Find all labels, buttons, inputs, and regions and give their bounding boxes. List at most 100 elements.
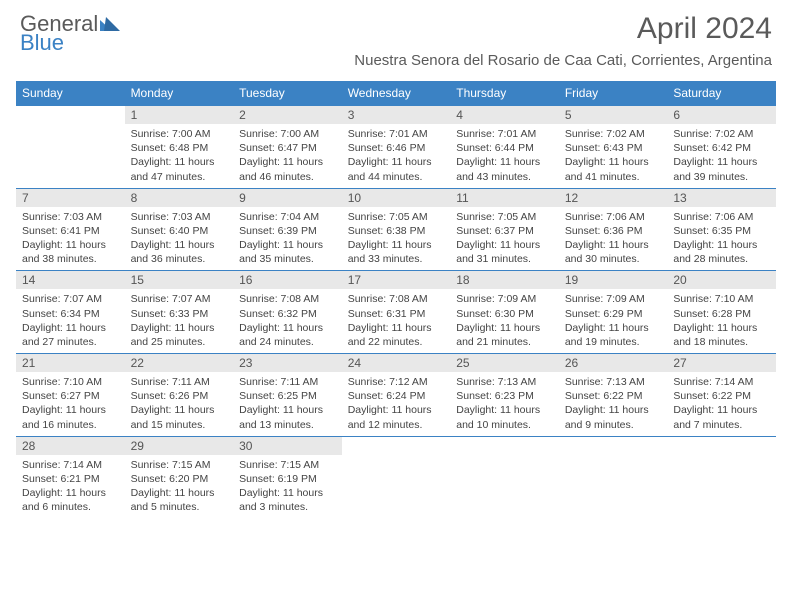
sunrise-line: Sunrise: 7:10 AM (673, 292, 770, 306)
day-cell: Sunrise: 7:02 AMSunset: 6:42 PMDaylight:… (667, 124, 776, 188)
sunset-line: Sunset: 6:47 PM (239, 141, 336, 155)
day-details: Sunrise: 7:15 AMSunset: 6:20 PMDaylight:… (125, 455, 234, 519)
day-cell: Sunrise: 7:12 AMSunset: 6:24 PMDaylight:… (342, 372, 451, 436)
sunset-line: Sunset: 6:24 PM (348, 389, 445, 403)
day-number-cell: 12 (559, 188, 668, 207)
day-details: Sunrise: 7:14 AMSunset: 6:21 PMDaylight:… (16, 455, 125, 519)
sunrise-line: Sunrise: 7:03 AM (22, 210, 119, 224)
daylight-line: Daylight: 11 hours and 5 minutes. (131, 486, 228, 514)
sunrise-line: Sunrise: 7:06 AM (565, 210, 662, 224)
day-number-row: 78910111213 (16, 188, 776, 207)
sunset-line: Sunset: 6:23 PM (456, 389, 553, 403)
day-cell: Sunrise: 7:14 AMSunset: 6:21 PMDaylight:… (16, 455, 125, 519)
daylight-line: Daylight: 11 hours and 28 minutes. (673, 238, 770, 266)
day-cell (16, 124, 125, 188)
day-number-cell: 18 (450, 271, 559, 290)
sunrise-line: Sunrise: 7:09 AM (456, 292, 553, 306)
sunrise-line: Sunrise: 7:08 AM (239, 292, 336, 306)
sunset-line: Sunset: 6:22 PM (673, 389, 770, 403)
day-number-cell (342, 436, 451, 455)
sunset-line: Sunset: 6:38 PM (348, 224, 445, 238)
day-cell: Sunrise: 7:00 AMSunset: 6:47 PMDaylight:… (233, 124, 342, 188)
sunset-line: Sunset: 6:35 PM (673, 224, 770, 238)
day-number-cell: 30 (233, 436, 342, 455)
daylight-line: Daylight: 11 hours and 39 minutes. (673, 155, 770, 183)
sunrise-line: Sunrise: 7:15 AM (239, 458, 336, 472)
logo-triangle-icon (100, 12, 122, 35)
day-cell: Sunrise: 7:10 AMSunset: 6:28 PMDaylight:… (667, 289, 776, 353)
day-number-cell: 29 (125, 436, 234, 455)
day-cell: Sunrise: 7:05 AMSunset: 6:37 PMDaylight:… (450, 207, 559, 271)
day-number-cell: 22 (125, 354, 234, 373)
day-cell: Sunrise: 7:06 AMSunset: 6:35 PMDaylight:… (667, 207, 776, 271)
day-details: Sunrise: 7:05 AMSunset: 6:37 PMDaylight:… (450, 207, 559, 271)
daylight-line: Daylight: 11 hours and 31 minutes. (456, 238, 553, 266)
day-details: Sunrise: 7:01 AMSunset: 6:46 PMDaylight:… (342, 124, 451, 188)
sunrise-line: Sunrise: 7:02 AM (565, 127, 662, 141)
daylight-line: Daylight: 11 hours and 38 minutes. (22, 238, 119, 266)
day-number-cell (667, 436, 776, 455)
sunset-line: Sunset: 6:32 PM (239, 307, 336, 321)
day-details: Sunrise: 7:03 AMSunset: 6:40 PMDaylight:… (125, 207, 234, 271)
sunrise-line: Sunrise: 7:08 AM (348, 292, 445, 306)
daylight-line: Daylight: 11 hours and 3 minutes. (239, 486, 336, 514)
day-cell: Sunrise: 7:03 AMSunset: 6:41 PMDaylight:… (16, 207, 125, 271)
sunset-line: Sunset: 6:21 PM (22, 472, 119, 486)
day-cell: Sunrise: 7:14 AMSunset: 6:22 PMDaylight:… (667, 372, 776, 436)
day-number-cell: 26 (559, 354, 668, 373)
sunset-line: Sunset: 6:41 PM (22, 224, 119, 238)
day-number-cell: 9 (233, 188, 342, 207)
day-details: Sunrise: 7:15 AMSunset: 6:19 PMDaylight:… (233, 455, 342, 519)
sunrise-line: Sunrise: 7:05 AM (348, 210, 445, 224)
sunset-line: Sunset: 6:19 PM (239, 472, 336, 486)
sunset-line: Sunset: 6:36 PM (565, 224, 662, 238)
sunrise-line: Sunrise: 7:09 AM (565, 292, 662, 306)
daylight-line: Daylight: 11 hours and 6 minutes. (22, 486, 119, 514)
day-cell: Sunrise: 7:08 AMSunset: 6:32 PMDaylight:… (233, 289, 342, 353)
day-number-row: 123456 (16, 106, 776, 125)
sunset-line: Sunset: 6:44 PM (456, 141, 553, 155)
day-cell: Sunrise: 7:08 AMSunset: 6:31 PMDaylight:… (342, 289, 451, 353)
day-details: Sunrise: 7:12 AMSunset: 6:24 PMDaylight:… (342, 372, 451, 436)
daylight-line: Daylight: 11 hours and 10 minutes. (456, 403, 553, 431)
day-number-cell (16, 106, 125, 125)
sunrise-line: Sunrise: 7:14 AM (22, 458, 119, 472)
sunset-line: Sunset: 6:29 PM (565, 307, 662, 321)
sunrise-line: Sunrise: 7:11 AM (239, 375, 336, 389)
weekday-header: Friday (559, 81, 668, 106)
day-number-cell: 8 (125, 188, 234, 207)
sunrise-line: Sunrise: 7:00 AM (131, 127, 228, 141)
sunset-line: Sunset: 6:39 PM (239, 224, 336, 238)
daylight-line: Daylight: 11 hours and 13 minutes. (239, 403, 336, 431)
calendar-table: SundayMondayTuesdayWednesdayThursdayFrid… (16, 81, 776, 518)
day-number-cell: 2 (233, 106, 342, 125)
logo: GeneralBlue (20, 12, 122, 54)
day-cell (559, 455, 668, 519)
day-content-row: Sunrise: 7:14 AMSunset: 6:21 PMDaylight:… (16, 455, 776, 519)
daylight-line: Daylight: 11 hours and 7 minutes. (673, 403, 770, 431)
sunset-line: Sunset: 6:42 PM (673, 141, 770, 155)
day-details: Sunrise: 7:13 AMSunset: 6:23 PMDaylight:… (450, 372, 559, 436)
daylight-line: Daylight: 11 hours and 9 minutes. (565, 403, 662, 431)
day-cell: Sunrise: 7:09 AMSunset: 6:29 PMDaylight:… (559, 289, 668, 353)
sunrise-line: Sunrise: 7:01 AM (456, 127, 553, 141)
title-block: April 2024 Nuestra Senora del Rosario de… (354, 12, 772, 69)
day-details: Sunrise: 7:08 AMSunset: 6:32 PMDaylight:… (233, 289, 342, 353)
sunset-line: Sunset: 6:43 PM (565, 141, 662, 155)
header: GeneralBlue April 2024 Nuestra Senora de… (0, 0, 792, 73)
day-cell: Sunrise: 7:13 AMSunset: 6:22 PMDaylight:… (559, 372, 668, 436)
day-details: Sunrise: 7:09 AMSunset: 6:30 PMDaylight:… (450, 289, 559, 353)
weekday-header: Saturday (667, 81, 776, 106)
day-number-cell: 20 (667, 271, 776, 290)
daylight-line: Daylight: 11 hours and 41 minutes. (565, 155, 662, 183)
day-cell: Sunrise: 7:03 AMSunset: 6:40 PMDaylight:… (125, 207, 234, 271)
day-details: Sunrise: 7:14 AMSunset: 6:22 PMDaylight:… (667, 372, 776, 436)
sunset-line: Sunset: 6:28 PM (673, 307, 770, 321)
weekday-header: Thursday (450, 81, 559, 106)
sunset-line: Sunset: 6:22 PM (565, 389, 662, 403)
day-content-row: Sunrise: 7:07 AMSunset: 6:34 PMDaylight:… (16, 289, 776, 353)
day-number-cell: 13 (667, 188, 776, 207)
day-cell: Sunrise: 7:15 AMSunset: 6:20 PMDaylight:… (125, 455, 234, 519)
sunset-line: Sunset: 6:46 PM (348, 141, 445, 155)
sunset-line: Sunset: 6:37 PM (456, 224, 553, 238)
